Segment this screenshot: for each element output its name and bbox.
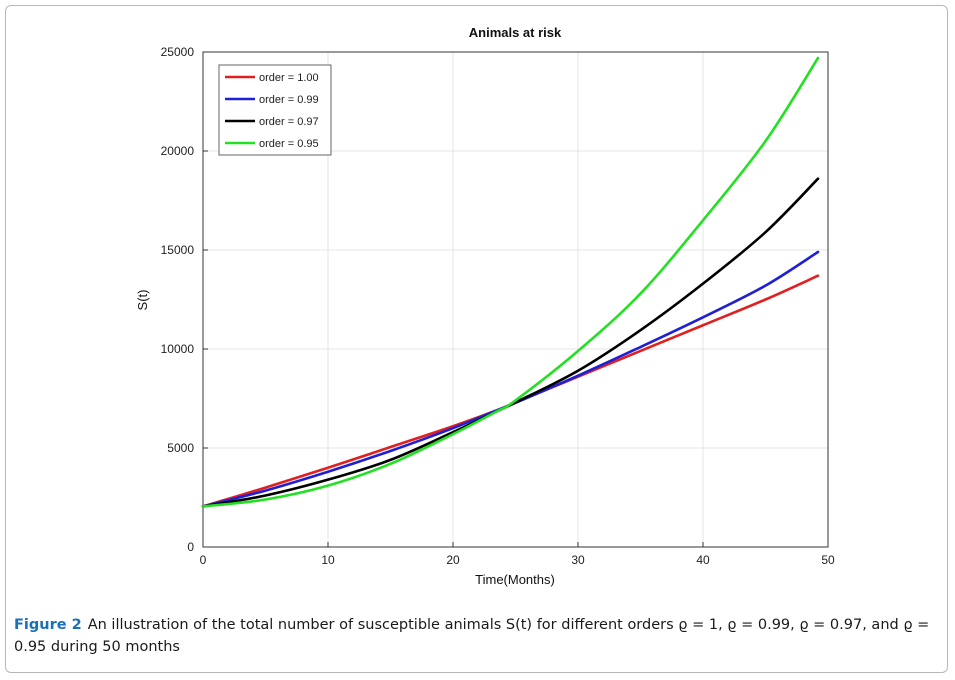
caption-text: An illustration of the total number of s… xyxy=(14,617,930,655)
legend-label-1: order = 0.99 xyxy=(259,94,319,106)
x-tick-label: 20 xyxy=(446,553,460,567)
line-chart: 0 10 20 30 40 50 0 5000 10000 15000 20000 25000 An… xyxy=(135,25,835,587)
y-tick-label: 10000 xyxy=(161,342,195,356)
y-tick-label: 20000 xyxy=(161,144,195,158)
x-tick-label: 10 xyxy=(321,553,335,567)
series-line-3 xyxy=(201,56,820,508)
y-axis-label: S(t) xyxy=(135,290,150,311)
chart-title: Animals at risk xyxy=(469,25,562,40)
y-tick-label: 5000 xyxy=(167,441,194,455)
series-line-0 xyxy=(201,274,820,508)
legend-label-3: order = 0.95 xyxy=(259,138,319,150)
legend-box xyxy=(218,64,332,156)
x-tick-label: 30 xyxy=(571,553,585,567)
legend: order = 1.00 order = 0.99 order = 0.97 orde… xyxy=(218,64,332,156)
y-axis-ticks: 0 5000 10000 15000 20000 25000 xyxy=(161,45,208,554)
y-tick-label: 0 xyxy=(187,540,194,554)
x-tick-label: 50 xyxy=(821,553,835,567)
series-lines xyxy=(201,56,820,508)
y-tick-label: 15000 xyxy=(161,243,195,257)
series-line-2 xyxy=(201,177,820,508)
y-tick-label: 25000 xyxy=(161,45,195,59)
caption-label: Figure 2 xyxy=(14,617,82,633)
x-axis-label: Time(Months) xyxy=(475,572,555,587)
x-tick-label: 0 xyxy=(200,553,207,567)
figure-caption: Figure 2 An illustration of the total num… xyxy=(14,614,934,658)
x-axis-ticks: 0 10 20 30 40 50 xyxy=(200,542,835,567)
plot-area-border xyxy=(202,51,829,548)
legend-label-2: order = 0.97 xyxy=(259,116,319,128)
figure-frame xyxy=(5,5,948,673)
legend-label-0: order = 1.00 xyxy=(259,72,319,84)
series-line-1 xyxy=(201,250,820,508)
x-tick-label: 40 xyxy=(696,553,710,567)
